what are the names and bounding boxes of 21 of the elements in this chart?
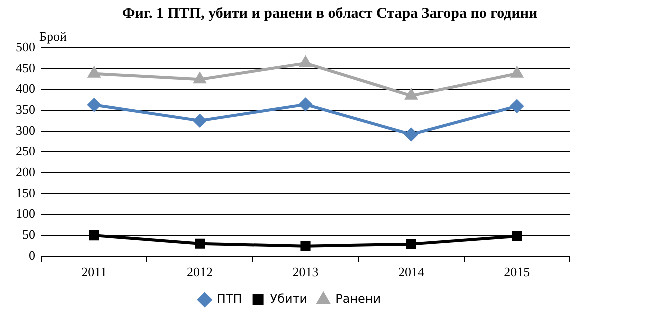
legend-label: Убити [270, 292, 308, 306]
x-tick-label: 2012 [187, 264, 214, 280]
x-tick-label: 2015 [504, 264, 530, 280]
x-tick-label: 2014 [398, 264, 425, 280]
y-tick-label: 250 [16, 144, 36, 159]
y-tick-label: 500 [16, 39, 36, 54]
y-axis-title: Брой [40, 28, 67, 44]
y-tick-label: 150 [16, 185, 36, 200]
x-tick-label: 2013 [292, 264, 319, 280]
y-tick-label: 200 [16, 164, 36, 180]
y-tick-label: 400 [16, 81, 36, 96]
y-tick-label: 350 [16, 102, 36, 117]
y-tick-label: 100 [16, 206, 36, 222]
y-tick-label: 50 [22, 226, 36, 242]
chart-title: Фиг. 1 ПТП, убити и ранени в област Стара Загора по години [121, 6, 539, 24]
x-tick-label: 2011 [82, 264, 108, 280]
legend-label: Ранени [336, 292, 382, 306]
legend-label: ПТП [216, 292, 242, 306]
y-tick-label: 300 [16, 122, 36, 138]
y-tick-label: 0 [29, 248, 36, 263]
y-tick-label: 450 [16, 60, 36, 76]
